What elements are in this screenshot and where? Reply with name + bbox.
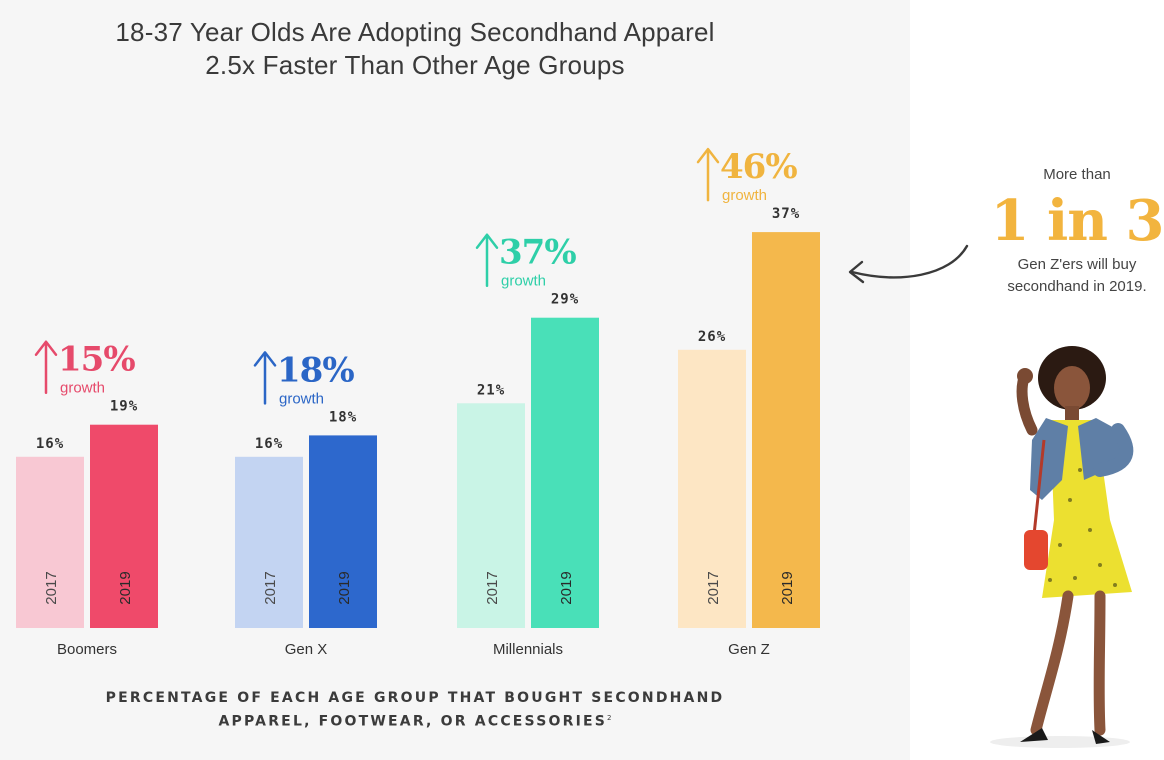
year-label-gen-z-2019: 2019: [779, 571, 796, 604]
category-label-gen-x: Gen X: [285, 641, 328, 658]
growth-value-gen-x: 18%: [277, 350, 354, 390]
growth-arrow-head-boomers: [34, 340, 58, 356]
bar-gen-z-2017: [678, 349, 746, 628]
year-label-boomers-2019: 2019: [117, 571, 134, 604]
caption-footnote: 2: [607, 714, 612, 722]
callout-pre-text: More than: [1043, 166, 1111, 183]
growth-arrow-head-millennials: [475, 233, 499, 249]
bar-boomers-2019: [90, 424, 158, 628]
value-label-gen-z-2017: 26%: [698, 329, 726, 345]
category-label-gen-z: Gen Z: [728, 641, 770, 658]
callout-arrow: [848, 244, 969, 284]
value-label-gen-z-2019: 37%: [772, 206, 800, 222]
gen-z-callout: More than 1 in 3 Gen Z'ers will buy seco…: [990, 166, 1164, 298]
callout-big-text: 1 in 3: [990, 188, 1164, 254]
bar-gen-x-2017: [235, 456, 303, 628]
year-label-boomers-2017: 2017: [43, 571, 60, 604]
growth-label-millennials: growth: [501, 273, 546, 290]
category-label-millennials: Millennials: [493, 641, 563, 658]
year-label-gen-z-2017: 2017: [705, 571, 722, 604]
bar-millennials-2017: [457, 403, 525, 628]
year-label-gen-x-2019: 2019: [336, 571, 353, 604]
woman-photo-illustration: [990, 346, 1134, 748]
category-label-boomers: Boomers: [57, 641, 117, 658]
growth-value-gen-z: 46%: [720, 147, 797, 187]
title-line-1: 18-37 Year Olds Are Adopting Secondhand …: [115, 17, 715, 47]
year-label-gen-x-2017: 2017: [262, 571, 279, 604]
year-label-millennials-2019: 2019: [558, 571, 575, 604]
chart-title: 18-37 Year Olds Are Adopting Secondhand …: [40, 16, 790, 82]
value-label-gen-x-2019: 18%: [329, 409, 357, 425]
growth-arrow-head-gen-z: [696, 147, 720, 164]
growth-label-gen-z: growth: [722, 187, 767, 204]
callout-arrow-curve: [850, 244, 969, 279]
year-label-millennials-2017: 2017: [484, 571, 501, 604]
title-line-2: 2.5x Faster Than Other Age Groups: [205, 50, 625, 80]
chart-caption: PERCENTAGE OF EACH AGE GROUP THAT BOUGHT…: [60, 688, 770, 732]
growth-value-millennials: 37%: [499, 233, 576, 273]
bar-gen-z-2019: [752, 232, 820, 628]
callout-post-line-1: Gen Z'ers will buy: [1017, 256, 1137, 273]
callout-arrow-head: [848, 260, 865, 284]
bar-millennials-2019: [531, 317, 599, 628]
growth-label-boomers: growth: [60, 380, 105, 397]
value-label-millennials-2017: 21%: [477, 382, 505, 398]
value-label-millennials-2019: 29%: [551, 292, 579, 308]
growth-label-gen-x: growth: [279, 390, 324, 407]
growth-arrow-head-gen-x: [253, 351, 277, 367]
bar-boomers-2017: [16, 456, 84, 628]
growth-value-boomers: 15%: [58, 340, 135, 380]
value-label-boomers-2019: 19%: [110, 399, 138, 415]
value-label-gen-x-2017: 16%: [255, 436, 283, 452]
caption-line-1: PERCENTAGE OF EACH AGE GROUP THAT BOUGHT…: [105, 690, 725, 706]
caption-line-2: APPAREL, FOOTWEAR, OR ACCESSORIES2: [60, 708, 770, 732]
callout-post-line-2: secondhand in 2019.: [1007, 278, 1147, 295]
callout-post-text: Gen Z'ers will buy secondhand in 2019.: [990, 254, 1164, 298]
value-label-boomers-2017: 16%: [36, 436, 64, 452]
bar-gen-x-2019: [309, 435, 377, 628]
caption-line-2-text: APPAREL, FOOTWEAR, OR ACCESSORIES: [218, 713, 608, 730]
